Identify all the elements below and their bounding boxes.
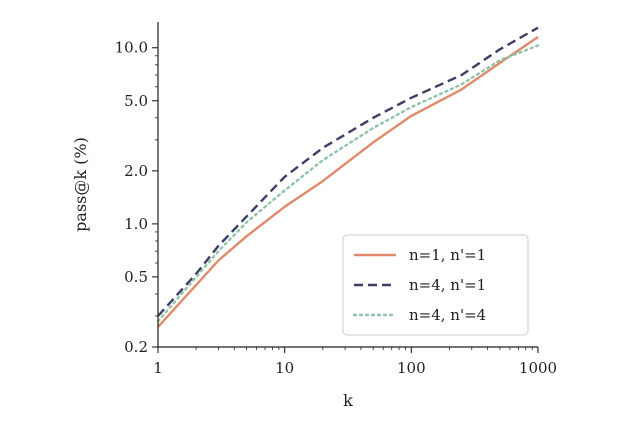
legend-label: n=4, n'=4 [409,306,486,324]
x-tick-label: 1000 [519,359,557,377]
legend-label: n=1, n'=1 [409,246,486,264]
x-axis-label: k [343,391,353,410]
series-line-2 [157,26,539,317]
plot-area [156,26,540,328]
y-tick-label: 2.0 [124,162,148,180]
legend-label: n=4, n'=1 [409,276,486,294]
y-tick-label: 1.0 [124,215,148,233]
y-axis-label: pass@k (%) [71,137,90,232]
series-line-3 [156,44,540,323]
x-tick-label: 10 [275,359,294,377]
ticks: 0.2 0.5 1.0 2.0 5.0 10.0 1 10 100 1000 [115,39,558,377]
y-tick-label: 0.5 [124,268,148,286]
legend-box [342,234,529,336]
legend: n=1, n'=1 n=4, n'=1 n=4, n'=4 [342,234,529,336]
x-tick-label: 1 [153,359,163,377]
axes [157,22,538,348]
y-tick-label: 0.2 [124,338,148,356]
y-tick-label: 10.0 [115,39,148,57]
series-line-1 [157,36,539,328]
x-tick-label: 100 [397,359,426,377]
y-tick-label: 5.0 [124,92,148,110]
